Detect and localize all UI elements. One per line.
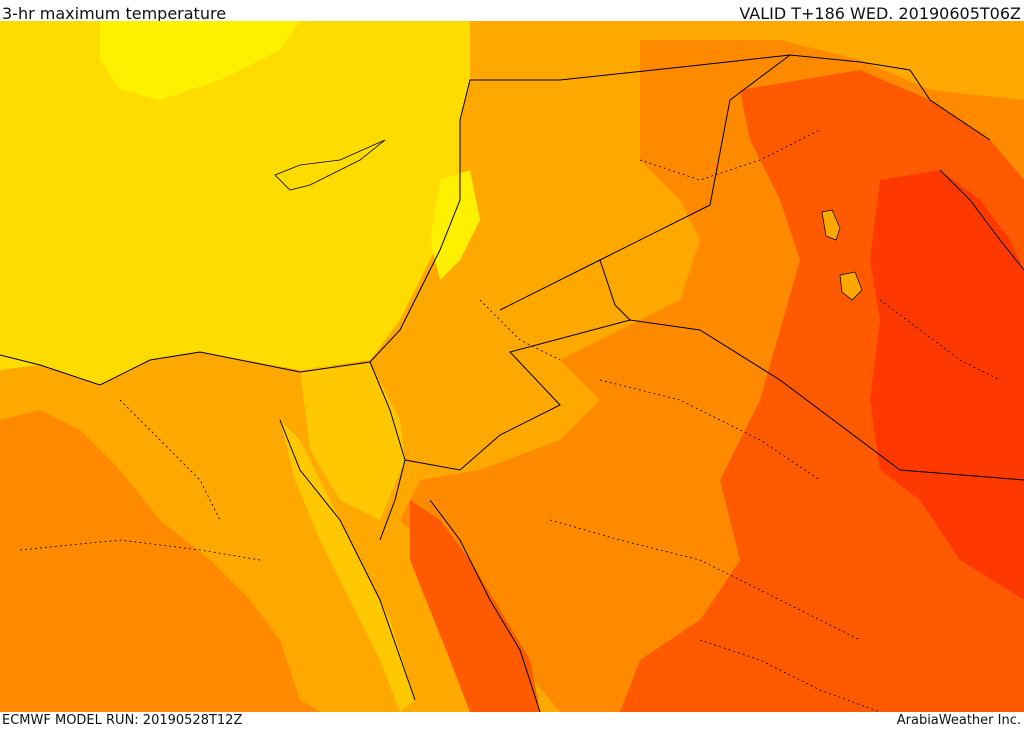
- hot-zone-red: [870, 170, 1024, 600]
- internal-borders: [19, 129, 1001, 712]
- valid-time-label: VALID T+186 WED. 20190605T06Z: [739, 4, 1021, 21]
- sinai-region: [300, 362, 405, 520]
- cool-patch-levant: [430, 170, 480, 280]
- model-run-label: ECMWF MODEL RUN: 20190528T12Z: [2, 713, 243, 728]
- country-borders: [0, 54, 1024, 712]
- hot-zone-west: [0, 410, 320, 712]
- map-title: 3-hr maximum temperature: [2, 4, 227, 21]
- gulf-of-suez: [280, 420, 415, 712]
- lake-1: [821, 209, 841, 241]
- cool-patch-north: [100, 21, 300, 100]
- map-canvas: [0, 21, 1024, 712]
- temperature-map: [0, 21, 1024, 712]
- map-header: 3-hr maximum temperature VALID T+186 WED…: [0, 0, 1024, 21]
- hot-zone-red-sea-coast: [410, 500, 540, 712]
- cyprus-island: [274, 139, 386, 191]
- credit-label: ArabiaWeather Inc.: [896, 713, 1021, 728]
- mediterranean-sea: [0, 21, 470, 385]
- lake-2: [839, 271, 863, 301]
- map-footer: ECMWF MODEL RUN: 20190528T12Z ArabiaWeat…: [0, 712, 1024, 729]
